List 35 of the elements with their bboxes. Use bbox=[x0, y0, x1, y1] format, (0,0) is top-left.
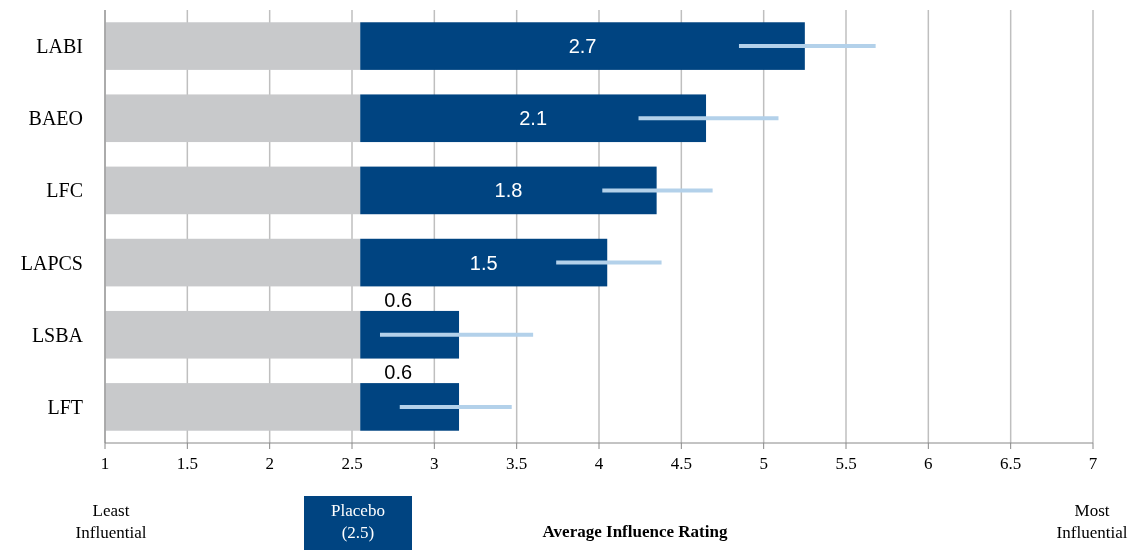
bar bbox=[360, 383, 460, 431]
x-tick-label: 1 bbox=[100, 454, 110, 473]
x-tick-label: 3 bbox=[430, 454, 439, 473]
bar bbox=[360, 310, 460, 359]
text: Least Influential bbox=[75, 501, 147, 542]
y-tick-label: LFT bbox=[47, 395, 83, 418]
text: Most Influential bbox=[1056, 501, 1128, 542]
data-label: 2.7 bbox=[568, 35, 597, 58]
y-tick-label: LABI bbox=[36, 35, 83, 58]
x-tick-label: 3.5 bbox=[506, 454, 528, 473]
data-label: 0.6 bbox=[384, 288, 413, 311]
x-axis-title: Average Influence Rating bbox=[542, 522, 728, 541]
data-label: 2.1 bbox=[519, 107, 548, 130]
data-label: 1.8 bbox=[494, 179, 523, 202]
y-tick-label: LFC bbox=[46, 179, 83, 202]
x-tick-label: 4.5 bbox=[670, 454, 692, 473]
x-tick-label: 5 bbox=[759, 454, 768, 473]
x-tick-label: 7 bbox=[1088, 454, 1098, 473]
x-tick-label: 2.5 bbox=[341, 454, 363, 473]
x-tick-label: 2 bbox=[265, 454, 274, 473]
data-label: 0.6 bbox=[384, 361, 413, 384]
y-tick-label: BAEO bbox=[28, 107, 83, 130]
y-tick-label: LSBA bbox=[31, 323, 84, 346]
bar bbox=[360, 238, 608, 287]
text: Placebo (2.5) bbox=[331, 501, 385, 542]
data-label: 1.5 bbox=[469, 251, 498, 274]
bar bbox=[360, 166, 657, 215]
x-tick-label: 5.5 bbox=[835, 454, 857, 473]
x-tick-label: 6 bbox=[924, 454, 933, 473]
bar bbox=[360, 22, 805, 70]
y-tick-label: LAPCS bbox=[20, 251, 83, 274]
bar bbox=[360, 94, 707, 143]
x-tick-label: 4 bbox=[594, 454, 604, 473]
x-tick-label: 1.5 bbox=[176, 454, 198, 473]
x-tick-label: 6.5 bbox=[1000, 454, 1022, 473]
